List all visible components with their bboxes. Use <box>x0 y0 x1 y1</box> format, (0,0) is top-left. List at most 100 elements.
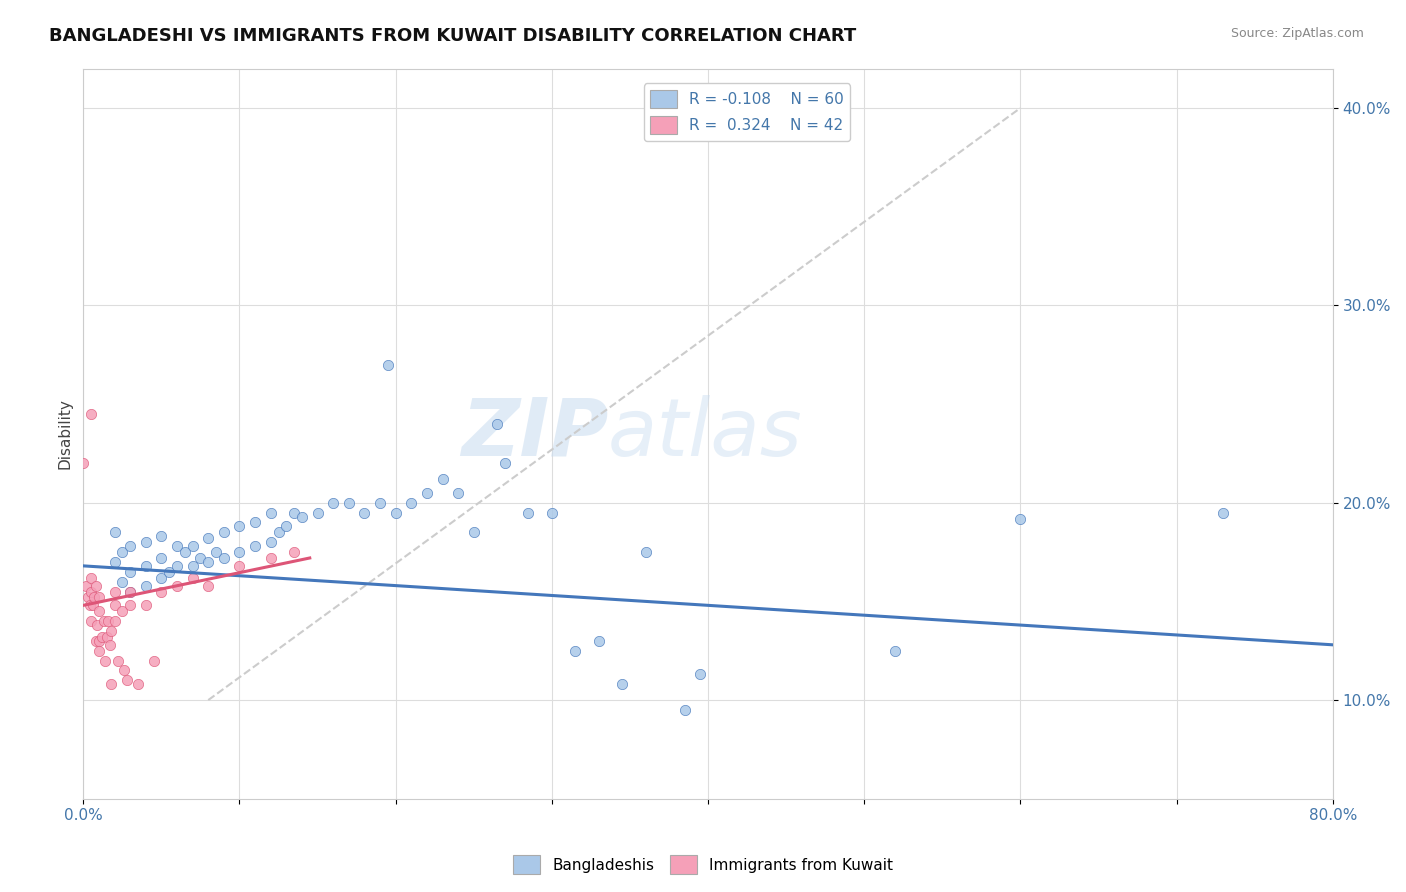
Point <box>228 545 250 559</box>
Point <box>634 545 657 559</box>
Point <box>228 558 250 573</box>
Point <box>135 579 157 593</box>
Point <box>205 545 228 559</box>
Point <box>673 703 696 717</box>
Point <box>243 539 266 553</box>
Point <box>377 358 399 372</box>
Point <box>197 555 219 569</box>
Point <box>103 525 125 540</box>
Legend: R = -0.108    N = 60, R =  0.324    N = 42: R = -0.108 N = 60, R = 0.324 N = 42 <box>644 84 851 141</box>
Point <box>384 506 406 520</box>
Point <box>103 599 125 613</box>
Point <box>260 551 283 566</box>
Point <box>401 496 423 510</box>
Point <box>107 654 129 668</box>
Point <box>276 519 298 533</box>
Point <box>416 486 439 500</box>
Point <box>1212 506 1234 520</box>
Point <box>463 525 485 540</box>
Point <box>283 506 305 520</box>
Point <box>283 545 305 559</box>
Point <box>120 539 142 553</box>
Point <box>181 558 204 573</box>
Point <box>100 624 122 638</box>
Point <box>884 644 907 658</box>
Point <box>150 529 173 543</box>
Text: BANGLADESHI VS IMMIGRANTS FROM KUWAIT DISABILITY CORRELATION CHART: BANGLADESHI VS IMMIGRANTS FROM KUWAIT DI… <box>49 27 856 45</box>
Point <box>80 407 103 421</box>
Point <box>540 506 562 520</box>
Point <box>267 525 290 540</box>
Point <box>212 551 235 566</box>
Point <box>87 633 110 648</box>
Point <box>197 579 219 593</box>
Point <box>181 539 204 553</box>
Point <box>91 630 114 644</box>
Point <box>486 417 509 431</box>
Point <box>610 677 633 691</box>
Point <box>291 509 314 524</box>
Point <box>84 633 107 648</box>
Point <box>87 644 110 658</box>
Point <box>157 565 180 579</box>
Point <box>80 584 103 599</box>
Point <box>98 638 121 652</box>
Point <box>120 599 142 613</box>
Point <box>166 558 188 573</box>
Point <box>111 545 134 559</box>
Point <box>190 551 212 566</box>
Point <box>447 486 470 500</box>
Point <box>243 516 266 530</box>
Point <box>181 571 204 585</box>
Point <box>564 644 586 658</box>
Point <box>115 673 138 688</box>
Point <box>689 667 711 681</box>
Text: Source: ZipAtlas.com: Source: ZipAtlas.com <box>1230 27 1364 40</box>
Point <box>135 535 157 549</box>
Legend: Bangladeshis, Immigrants from Kuwait: Bangladeshis, Immigrants from Kuwait <box>506 849 900 880</box>
Point <box>307 506 329 520</box>
Point <box>120 565 142 579</box>
Point <box>1010 511 1032 525</box>
Point <box>368 496 391 510</box>
Point <box>87 591 110 605</box>
Point <box>80 614 103 628</box>
Point <box>212 525 235 540</box>
Point <box>517 506 540 520</box>
Point <box>77 591 100 605</box>
Point <box>103 555 125 569</box>
Point <box>432 472 454 486</box>
Point <box>173 545 195 559</box>
Point <box>111 604 134 618</box>
Point <box>150 584 173 599</box>
Point <box>150 571 173 585</box>
Text: atlas: atlas <box>607 394 803 473</box>
Point <box>87 604 110 618</box>
Point <box>197 531 219 545</box>
Point <box>111 574 134 589</box>
Point <box>353 506 375 520</box>
Point <box>72 456 94 470</box>
Point <box>120 584 142 599</box>
Point <box>135 599 157 613</box>
Point <box>79 599 101 613</box>
Point <box>228 519 250 533</box>
Point <box>150 551 173 566</box>
Point <box>84 579 107 593</box>
Point <box>93 614 115 628</box>
Point <box>166 539 188 553</box>
Point <box>588 633 610 648</box>
Point <box>112 664 135 678</box>
Text: ZIP: ZIP <box>461 394 607 473</box>
Point <box>100 677 122 691</box>
Point <box>494 456 516 470</box>
Point <box>127 677 149 691</box>
Point <box>337 496 360 510</box>
Point <box>83 591 105 605</box>
Point <box>260 506 283 520</box>
Point <box>103 614 125 628</box>
Point <box>86 618 108 632</box>
Point <box>120 584 142 599</box>
Point <box>80 571 103 585</box>
Point <box>94 654 117 668</box>
